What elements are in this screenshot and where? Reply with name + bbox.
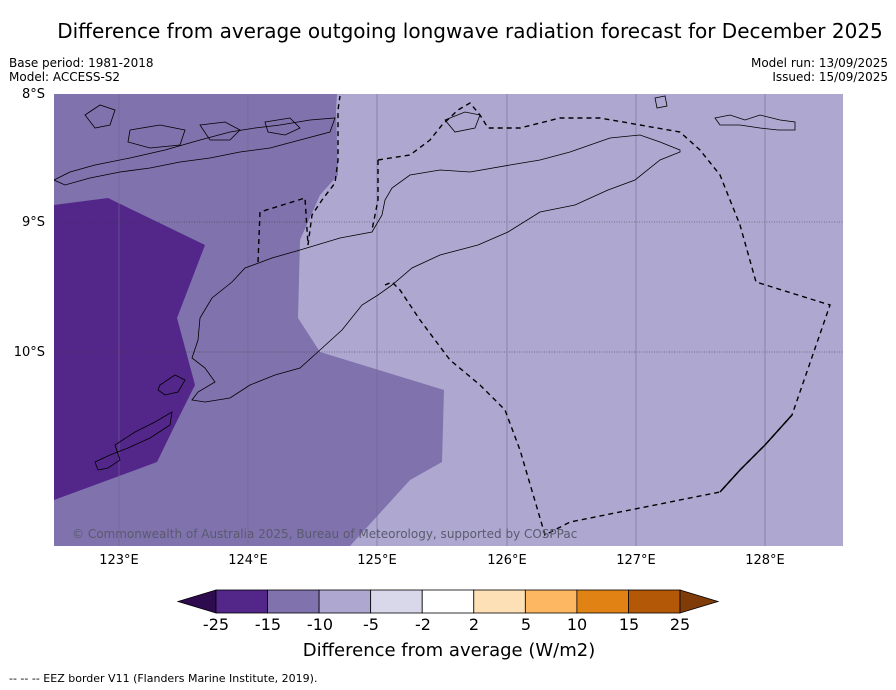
copyright-note: © Commonwealth of Australia 2025, Bureau…	[72, 527, 577, 541]
lon-tick-124e: 124°E	[228, 553, 268, 568]
model-name: Model: ACCESS-S2	[9, 70, 121, 84]
model-run: Model run: 13/09/2025	[750, 56, 888, 70]
sumba-island-outline	[157, 374, 186, 396]
leti-islands-outline	[714, 114, 796, 131]
colorbar-segment	[473, 589, 526, 614]
cbar-tick-minus2: -2	[415, 615, 431, 634]
colorbar-segment	[576, 589, 629, 614]
meta-left: Base period: 1981-2018 Model: ACCESS-S2	[9, 56, 154, 84]
eez-footnote: -- -- -- EEZ border V11 (Flanders Marine…	[9, 672, 318, 685]
lat-tick-9s: 9°S	[21, 215, 45, 230]
cbar-tick-minus10: -10	[306, 615, 334, 634]
lon-tick-123e: 123°E	[99, 553, 139, 568]
base-period: Base period: 1981-2018	[9, 56, 154, 70]
cbar-tick-25: 25	[669, 615, 691, 634]
colorbar-segment	[318, 589, 372, 614]
colorbar-label: Difference from average (W/m2)	[302, 640, 596, 661]
timor-island-outline	[191, 134, 681, 403]
colorbar-segment	[628, 589, 681, 614]
eez-border-solid-segment	[719, 414, 793, 493]
cbar-tick-minus25: -25	[202, 615, 230, 634]
wetar-island-outline	[444, 111, 481, 133]
cbar-tick-minus15: -15	[254, 615, 282, 634]
cbar-tick-5: 5	[520, 615, 532, 634]
lon-tick-128e: 128°E	[745, 553, 785, 568]
issued-date: Issued: 15/09/2025	[772, 70, 888, 84]
colorbar-segment	[267, 589, 320, 614]
north-islands-outline	[84, 104, 301, 149]
lon-tick-125e: 125°E	[357, 553, 397, 568]
flores-island-outline	[54, 117, 336, 186]
coastlines	[54, 95, 796, 471]
meta-right: Model run: 13/09/2025 Issued: 15/09/2025	[751, 56, 888, 84]
lat-tick-8s: 8°S	[21, 87, 45, 102]
colorbar-segment	[370, 589, 423, 614]
colorbar-segment	[421, 589, 475, 614]
lon-tick-127e: 127°E	[616, 553, 656, 568]
lon-tick-126e: 126°E	[487, 553, 527, 568]
kisar-island-outline	[654, 95, 668, 109]
eez-border	[257, 95, 831, 537]
region-minus15-to-minus25	[54, 198, 205, 500]
cbar-tick-10: 10	[566, 615, 588, 634]
lat-tick-10s: 10°S	[13, 345, 45, 360]
cbar-tick-2: 2	[468, 615, 480, 634]
cbar-tick-15: 15	[618, 615, 640, 634]
colorbar-extend-high	[679, 589, 720, 614]
rote-island-outline	[94, 411, 173, 471]
cbar-tick-minus5: -5	[363, 615, 379, 634]
gridlines	[54, 94, 843, 546]
colorbar-extend-low	[176, 589, 217, 614]
colorbar-segment	[215, 589, 268, 614]
colorbar-segment	[524, 589, 578, 614]
page-title: Difference from average outgoing longwav…	[57, 19, 883, 43]
